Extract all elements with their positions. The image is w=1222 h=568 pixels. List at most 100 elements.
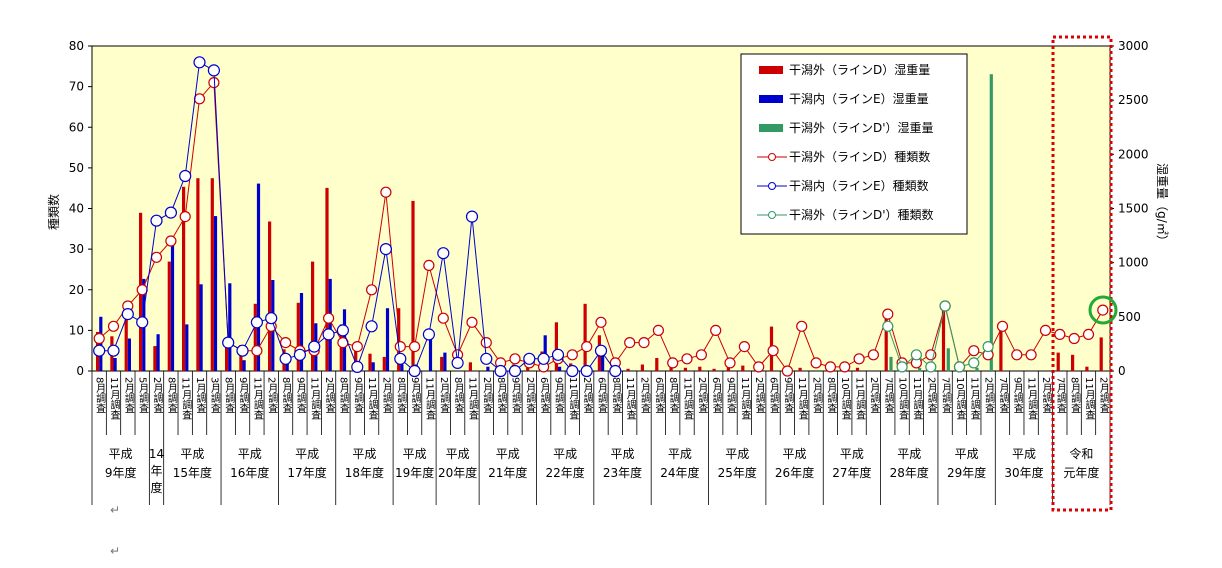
bar [124, 319, 128, 371]
category-label: 7月調査 [882, 377, 894, 413]
line-point [265, 312, 278, 325]
line-point [136, 284, 148, 296]
group-label: 令和元年度 [1063, 446, 1099, 480]
line-point [681, 353, 693, 365]
group-label: 平成 26年度 [775, 447, 814, 480]
line-point [93, 332, 105, 345]
bar [256, 183, 261, 371]
line-point [925, 361, 937, 373]
category-label: 3月調査 [208, 377, 220, 413]
category-label: 6月調査 [538, 377, 550, 413]
bar [182, 186, 186, 371]
legend-marker [768, 211, 776, 219]
category-label: 9月調査 [294, 377, 306, 413]
bar [683, 367, 687, 372]
category-label: 8月調査 [280, 377, 292, 413]
bar [299, 293, 304, 371]
bar [156, 334, 160, 371]
line-point [251, 345, 263, 357]
line-point [824, 361, 837, 373]
line-point [724, 357, 736, 369]
line-point [939, 300, 951, 312]
category-label: 2月調査 [481, 377, 493, 413]
category-label: 7月調査 [997, 377, 1009, 413]
group-label-line: 14 [149, 447, 164, 461]
bar [99, 316, 103, 371]
line-point [366, 284, 378, 296]
line-point [236, 344, 249, 357]
bar [127, 338, 131, 371]
line-point [996, 320, 1009, 332]
category-label: 11月調査 [624, 377, 636, 420]
group-label-line: 28年度 [890, 465, 929, 480]
bar [325, 187, 329, 371]
line-point [408, 364, 421, 378]
category-label: 2月調査 [696, 377, 708, 413]
group-label-line: 平成 [238, 447, 262, 461]
group-label-line: 平成 [295, 447, 319, 461]
y-left-tick-label: 10 [69, 323, 84, 337]
bar [941, 310, 946, 371]
y-left-tick-label: 80 [69, 39, 84, 53]
line-point [351, 341, 363, 353]
line-point [293, 348, 306, 361]
bar [253, 303, 257, 371]
line-point [150, 214, 163, 227]
line-point [365, 320, 378, 333]
legend-label: 干潟外（ラインD）湿重量 [789, 62, 930, 77]
line-point [867, 349, 880, 361]
category-label: 8月調査 [825, 377, 837, 413]
line-point [953, 361, 966, 373]
legend-box [740, 53, 968, 235]
bar [989, 74, 993, 371]
line-point [595, 316, 607, 328]
bar [712, 368, 716, 371]
line-point [580, 364, 593, 378]
line-point [379, 243, 392, 256]
bar [1056, 352, 1060, 371]
bar [558, 366, 562, 371]
group-label-line: 平成 [668, 447, 692, 461]
line-point [121, 308, 134, 321]
line-point [1011, 349, 1023, 361]
line-point [280, 337, 292, 349]
bar [210, 178, 214, 371]
y-left-tick-label: 60 [69, 120, 84, 134]
group-label: 平成 19年度 [395, 447, 434, 480]
group-label: 平成 22年度 [546, 447, 585, 480]
category-label: 8月調査 [1069, 377, 1081, 413]
lines [93, 56, 1109, 378]
bar [428, 338, 433, 371]
category-label: 2月調査 [122, 377, 134, 413]
y-left-tick-label: 0 [76, 364, 84, 378]
category-label: 8月調査 [337, 377, 349, 413]
bar [311, 261, 315, 371]
group-label: 平成 27年度 [832, 447, 871, 480]
group-label-line: 20年度 [438, 465, 477, 480]
line-point [566, 364, 579, 378]
group-label: 平成 18年度 [345, 447, 384, 480]
group-label: 14 年度 [149, 447, 164, 495]
line-point [968, 345, 980, 357]
line-point [480, 352, 493, 365]
legend-marker [768, 153, 776, 161]
y-right-tick-label: 500 [1118, 310, 1141, 324]
legend-label: 干潟内（ラインE）湿重量 [789, 91, 929, 106]
category-label: 11月調査 [1083, 377, 1095, 420]
line-point [839, 361, 851, 373]
line-point [250, 316, 263, 329]
y-left-tick-label: 20 [69, 283, 84, 297]
category-label: 6月調査 [653, 377, 665, 413]
line-point [638, 337, 650, 349]
group-label-line: 21年度 [488, 465, 527, 480]
group-label-line: 18年度 [345, 465, 384, 480]
group-label-line: 平成 [725, 447, 749, 461]
category-label: 2月調査 [925, 377, 937, 413]
category-label: 8月調査 [395, 377, 407, 413]
line-point [164, 206, 177, 219]
line-point [394, 352, 407, 365]
category-label: 11月調査 [854, 377, 866, 420]
bar [199, 284, 203, 371]
category-label: 6月調査 [768, 377, 780, 413]
bar [698, 366, 702, 371]
